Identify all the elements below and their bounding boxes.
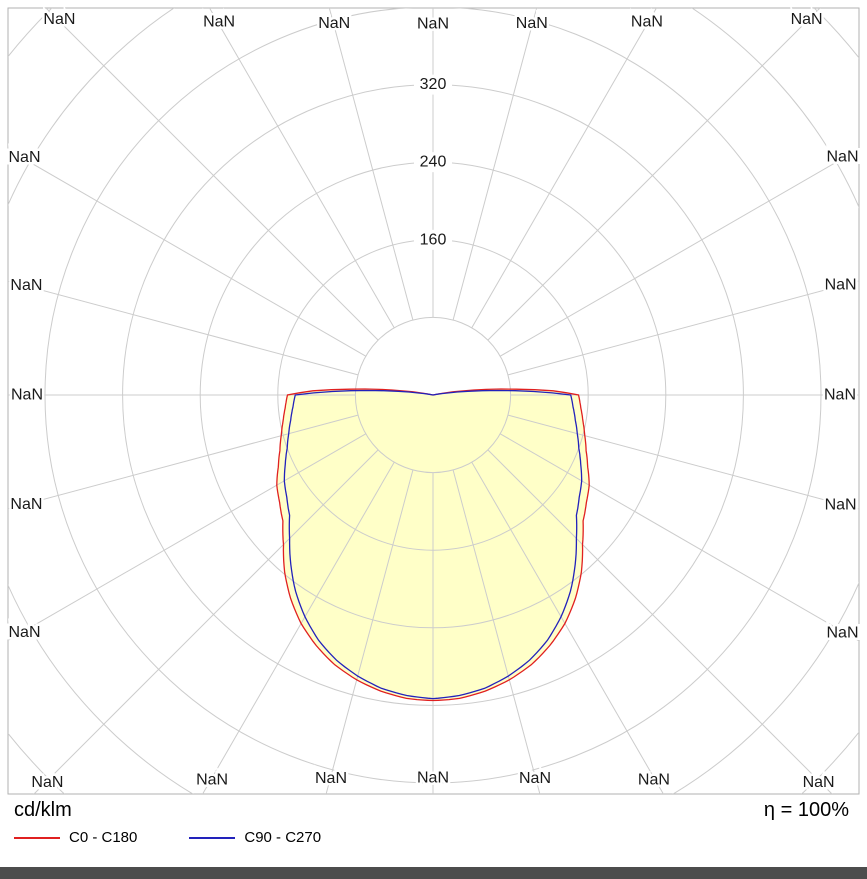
bottom-bar	[0, 867, 867, 879]
svg-text:NaN: NaN	[516, 15, 548, 32]
svg-text:NaN: NaN	[8, 149, 40, 166]
legend-label-c0-c180: C0 - C180	[69, 829, 138, 846]
svg-text:NaN: NaN	[417, 16, 449, 33]
svg-text:240: 240	[420, 154, 447, 171]
svg-text:NaN: NaN	[519, 770, 551, 787]
curve-C90 - C270	[283, 389, 583, 700]
chart-legend: C0 - C180 C90 - C270	[14, 829, 373, 846]
svg-text:NaN: NaN	[417, 770, 449, 787]
svg-text:NaN: NaN	[825, 497, 857, 514]
svg-text:160: 160	[420, 231, 447, 248]
svg-text:NaN: NaN	[11, 387, 43, 404]
efficiency-label: η = 100%	[763, 799, 849, 821]
svg-text:NaN: NaN	[31, 774, 63, 791]
legend-line-blue-icon	[189, 836, 236, 839]
curves	[276, 388, 590, 702]
svg-text:NaN: NaN	[826, 149, 858, 166]
curve-C0 - C180	[276, 388, 590, 702]
svg-text:NaN: NaN	[10, 277, 42, 294]
svg-text:NaN: NaN	[631, 13, 663, 30]
svg-text:NaN: NaN	[318, 15, 350, 32]
svg-text:NaN: NaN	[825, 277, 857, 294]
angle-labels: NaN NaN NaN NaN NaN NaN NaN NaN NaN NaN NaN NaN NaN N…	[6, 8, 861, 793]
units-label: cd/klm	[14, 799, 72, 821]
svg-text:NaN: NaN	[638, 772, 670, 789]
legend-line-red-icon	[14, 836, 60, 839]
svg-text:NaN: NaN	[826, 625, 858, 642]
svg-text:NaN: NaN	[791, 11, 823, 28]
ring-labels: 160 240 320	[414, 74, 452, 250]
svg-text:NaN: NaN	[803, 774, 835, 791]
legend-label-c90-c270: C90 - C270	[244, 829, 322, 846]
svg-text:NaN: NaN	[196, 772, 228, 789]
svg-text:NaN: NaN	[203, 13, 235, 30]
svg-text:NaN: NaN	[8, 624, 40, 641]
svg-text:NaN: NaN	[824, 387, 856, 404]
svg-text:320: 320	[420, 76, 447, 93]
legend-item-c0-c180: C0 - C180	[14, 829, 137, 846]
chart-footer: cd/klm η = 100% C0 - C180 C90 - C270	[0, 795, 867, 867]
svg-text:NaN: NaN	[10, 496, 42, 513]
svg-text:NaN: NaN	[43, 11, 75, 28]
svg-text:NaN: NaN	[315, 770, 347, 787]
legend-item-c90-c270: C90 - C270	[189, 829, 321, 846]
